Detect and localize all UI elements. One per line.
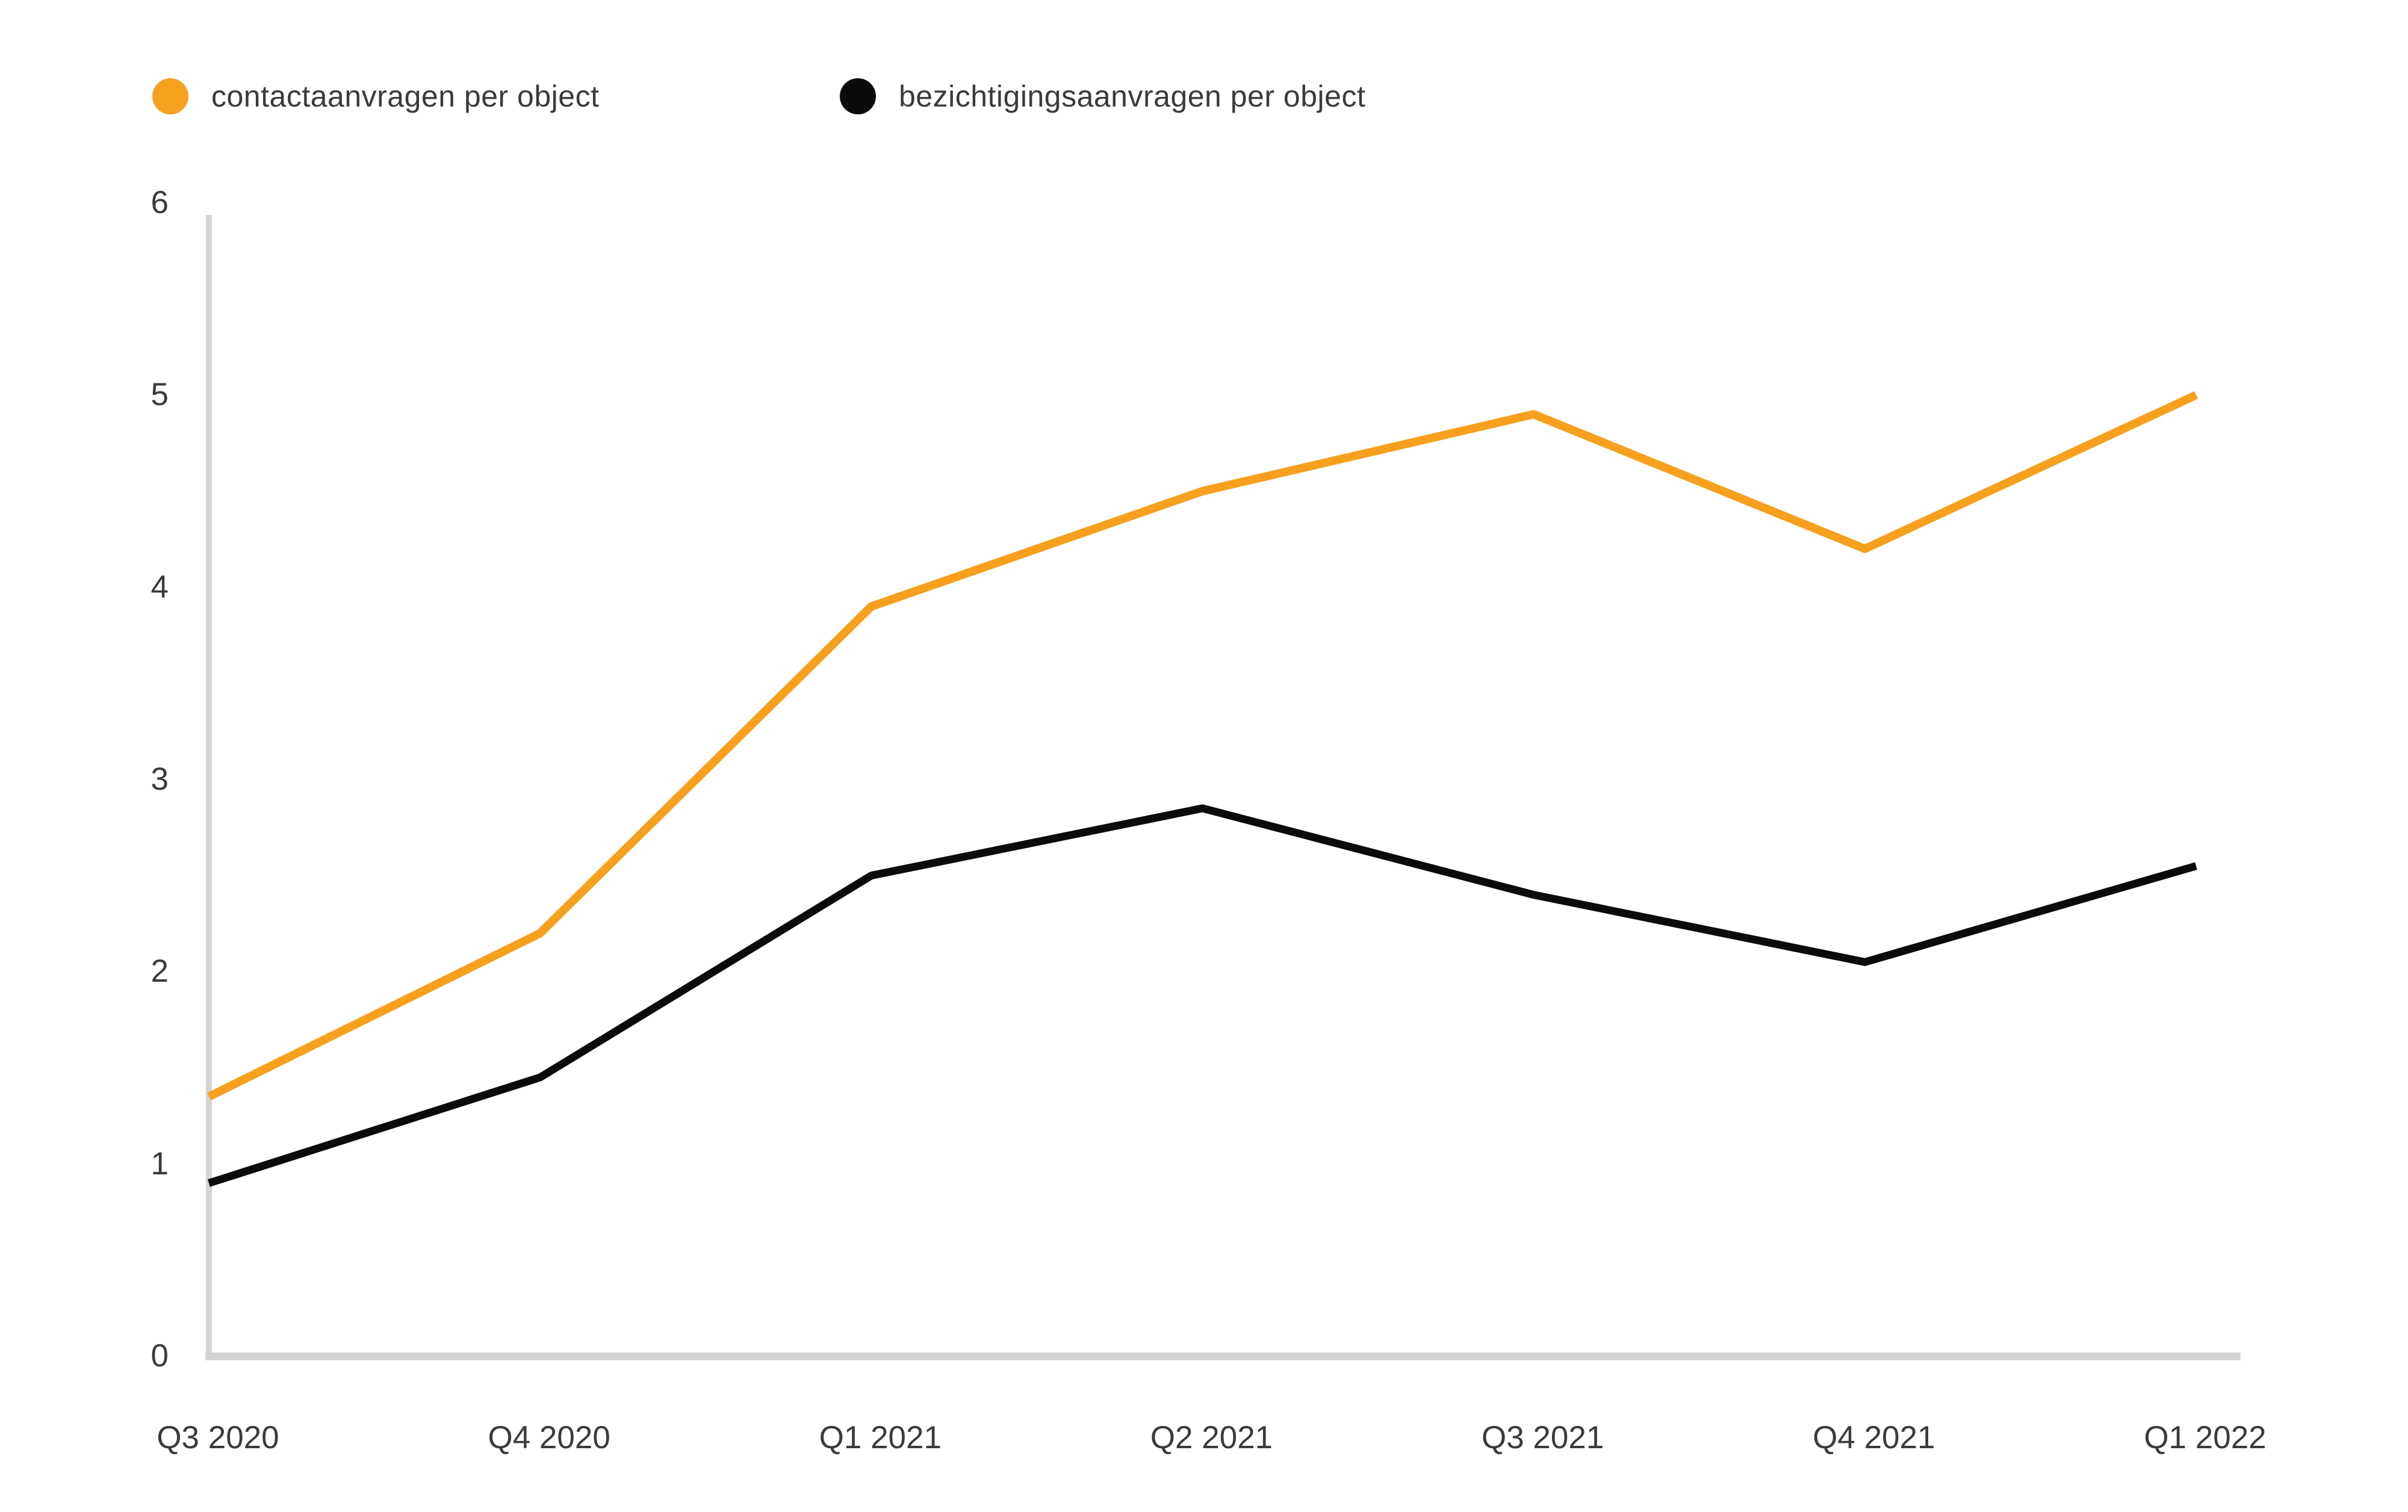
- y-tick-label: 5: [150, 377, 169, 413]
- y-tick-label: 0: [150, 1338, 169, 1374]
- x-tick-label: Q2 2021: [1150, 1420, 1273, 1455]
- x-tick-label: Q1 2021: [819, 1420, 942, 1455]
- series-group: [206, 391, 2198, 1187]
- legend-item-bezichtigingsaanvragen: bezichtigingsaanvragen per object: [840, 77, 1365, 116]
- series-line-0: [206, 391, 2198, 1101]
- legend-label-bezichtigingsaanvragen: bezichtigingsaanvragen per object: [899, 79, 1366, 113]
- x-tick-label: Q4 2021: [1813, 1420, 1935, 1455]
- x-tick-label: Q1 2022: [2144, 1420, 2267, 1455]
- legend-dot-bezichtigingsaanvragen-icon: [840, 78, 876, 114]
- y-tick-label: 6: [150, 185, 169, 220]
- legend-dot-contactaanvragen-icon: [152, 78, 188, 114]
- series-line-1: [208, 804, 2197, 1187]
- y-tick-label: 3: [150, 761, 169, 797]
- x-tick-label: Q3 2021: [1481, 1420, 1604, 1455]
- legend-item-contactaanvragen: contactaanvragen per object: [152, 77, 599, 116]
- y-tick-label: 4: [150, 569, 169, 605]
- y-tick-label: 1: [150, 1145, 169, 1182]
- legend-label-contactaanvragen: contactaanvragen per object: [211, 79, 600, 113]
- y-tick-label: 2: [150, 953, 169, 990]
- x-tick-label: Q3 2020: [157, 1420, 279, 1455]
- x-tick-label: Q4 2020: [488, 1420, 610, 1455]
